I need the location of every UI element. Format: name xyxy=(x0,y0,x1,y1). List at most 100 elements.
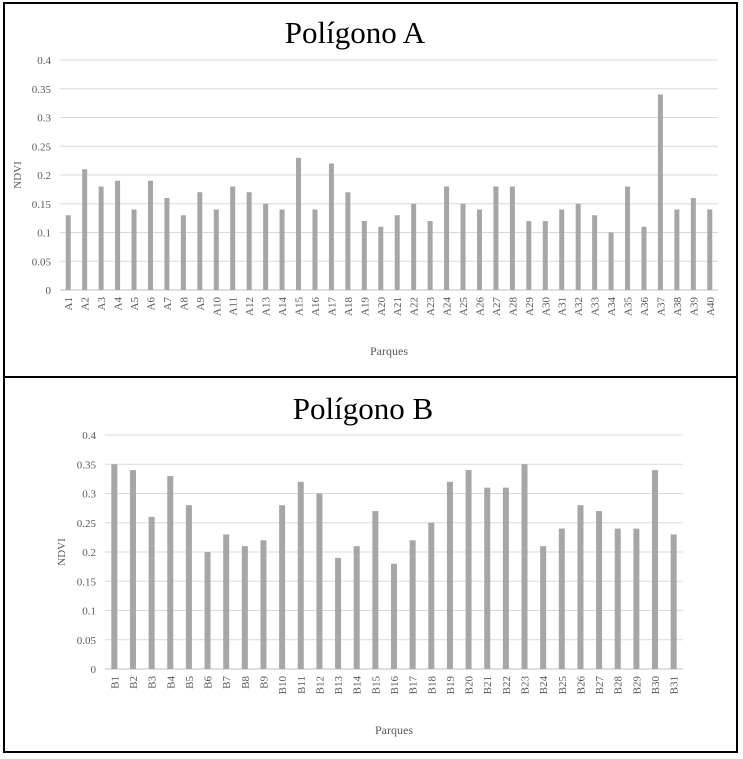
x-tick-label: A11 xyxy=(228,297,240,316)
y-tick-label: 0 xyxy=(91,664,97,676)
x-tick-label: A29 xyxy=(524,297,536,316)
x-tick-label: B2 xyxy=(128,676,140,689)
x-tick-label: A22 xyxy=(409,297,421,316)
x-tick-label: A5 xyxy=(129,297,141,311)
x-tick-label: B22 xyxy=(501,676,513,694)
bar xyxy=(391,563,397,669)
bar xyxy=(82,169,88,290)
bar xyxy=(335,557,342,669)
bar xyxy=(526,221,532,290)
bar xyxy=(312,209,318,290)
bar xyxy=(558,528,565,669)
bar xyxy=(614,528,621,669)
chart-poligono-a: Polígono A 0 0.05 0.1 0.15 0.2 0.25 0.3 0.35 0.4 N… xyxy=(12,15,718,358)
x-tick-label: A3 xyxy=(96,297,108,311)
bar xyxy=(575,203,581,290)
bar xyxy=(204,552,211,669)
chart-poligono-b: Polígono B 0 0.05 0.1 0.15 0.2 0.25 0.3 0.35 0.4 N… xyxy=(56,391,683,737)
bar xyxy=(316,493,323,669)
x-axis-label: Parques xyxy=(375,723,413,737)
x-tick-label: A25 xyxy=(458,297,470,316)
x-tick-label: A6 xyxy=(145,297,157,311)
x-tick-label: B19 xyxy=(445,676,457,695)
bar xyxy=(394,215,400,290)
x-tick-label: B7 xyxy=(221,676,233,689)
x-tick-label: B15 xyxy=(370,676,382,695)
x-tick-label: A1 xyxy=(63,297,75,310)
y-tick-label: 0.4 xyxy=(37,55,51,67)
x-tick-label: A16 xyxy=(310,297,322,316)
x-tick-label: A24 xyxy=(442,297,454,316)
x-tick-label: B28 xyxy=(613,676,625,695)
x-tick-label: B14 xyxy=(352,676,364,695)
x-tick-label: B25 xyxy=(557,676,569,695)
y-axis-label: NDVI xyxy=(56,538,68,566)
bar xyxy=(180,215,186,290)
bar xyxy=(625,186,631,290)
x-tick-label: A37 xyxy=(655,297,667,316)
x-tick-label: B9 xyxy=(258,676,270,689)
x-axis-label: Parques xyxy=(370,344,408,358)
x-tick-label: A23 xyxy=(425,297,437,316)
x-tick-label: B27 xyxy=(594,676,606,695)
x-tick-label: B26 xyxy=(575,676,587,695)
bar xyxy=(476,209,482,290)
x-tick-label: B24 xyxy=(538,676,550,695)
bar xyxy=(353,546,360,669)
bar xyxy=(411,203,417,290)
x-tick-label: B20 xyxy=(464,676,476,695)
bar xyxy=(707,209,713,290)
y-tick-label: 0.3 xyxy=(82,489,96,501)
x-tick-label: A14 xyxy=(277,297,289,316)
x-tick-label: B1 xyxy=(109,676,121,689)
bar xyxy=(246,192,252,290)
x-tick-label: B21 xyxy=(482,676,494,694)
bar xyxy=(345,192,351,290)
x-tick-label: B8 xyxy=(240,676,252,689)
x-tick-label: A17 xyxy=(326,297,338,316)
bar xyxy=(372,511,379,669)
bar xyxy=(223,534,230,669)
bar xyxy=(540,546,547,669)
x-tick-label: B16 xyxy=(389,676,401,695)
bar xyxy=(260,540,267,669)
x-tick-label: A28 xyxy=(507,297,519,316)
y-tick-label: 0.15 xyxy=(77,576,97,588)
bar xyxy=(502,487,509,669)
x-tick-label: B30 xyxy=(650,676,662,695)
x-tick-label: A33 xyxy=(590,297,602,316)
x-tick-label: B23 xyxy=(520,676,532,695)
bar xyxy=(460,203,466,290)
bar xyxy=(577,505,584,669)
bar xyxy=(521,464,528,669)
x-tick-label: B6 xyxy=(203,676,215,689)
x-tick-label: A39 xyxy=(688,297,700,316)
x-tick-label: B13 xyxy=(333,676,345,695)
x-tick-label: A7 xyxy=(162,297,174,311)
bar xyxy=(690,198,696,290)
bar xyxy=(444,186,450,290)
bar xyxy=(328,163,334,290)
x-tick-label: B31 xyxy=(669,676,681,694)
bar xyxy=(164,198,170,290)
x-tick-label: A9 xyxy=(195,297,207,311)
bar xyxy=(465,470,472,669)
bar xyxy=(115,180,121,290)
bar xyxy=(98,186,104,290)
x-tick-label: A10 xyxy=(211,297,223,316)
bar xyxy=(509,186,515,290)
x-tick-label: B18 xyxy=(426,676,438,695)
bar xyxy=(147,180,153,290)
bar xyxy=(111,464,118,669)
x-tick-label: B3 xyxy=(147,676,159,689)
y-tick-label: 0.15 xyxy=(32,199,52,211)
chart-title: Polígono A xyxy=(285,15,426,50)
x-tick-label: B29 xyxy=(631,676,643,695)
y-tick-label: 0.2 xyxy=(37,170,51,182)
y-tick-label: 0.2 xyxy=(82,547,96,559)
x-tick-label: A19 xyxy=(359,297,371,316)
y-tick-label: 0 xyxy=(46,285,52,297)
x-tick-label: B17 xyxy=(408,676,420,695)
y-tick-label: 0.1 xyxy=(37,228,51,240)
x-tick-label: A4 xyxy=(113,297,125,311)
